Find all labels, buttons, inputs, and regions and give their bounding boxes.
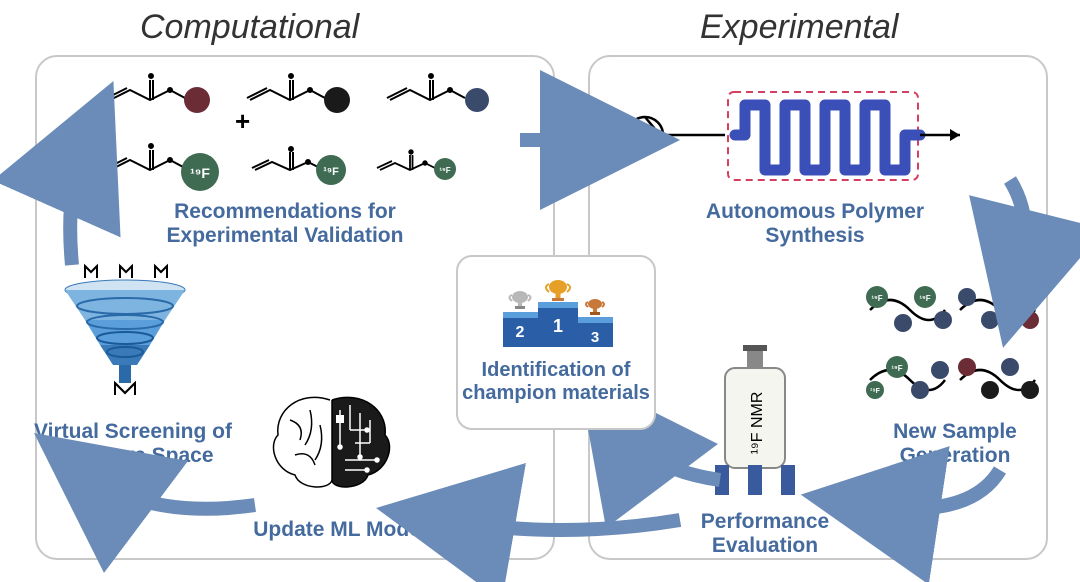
champion-label: Identification of champion materials [458,359,654,405]
svg-text:1: 1 [553,316,563,336]
svg-text:3: 3 [591,329,599,346]
svg-text:2: 2 [516,324,525,341]
podium-icon: 1 2 3 [483,262,633,352]
champion-box: 1 2 3 Identification of champion materia… [456,255,656,430]
